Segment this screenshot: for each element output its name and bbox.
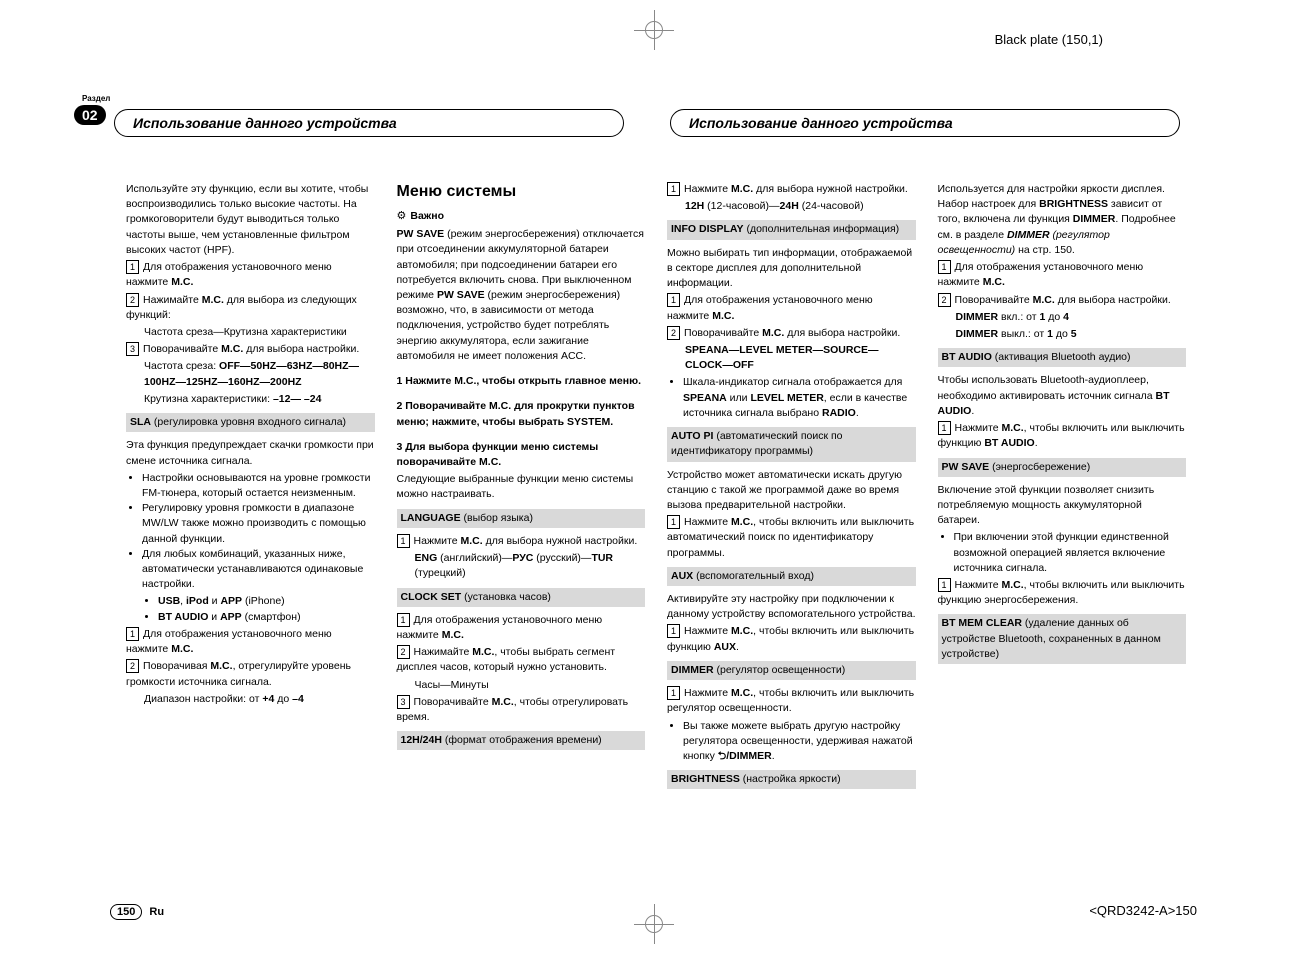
- page-title-left: Использование данного устройства: [114, 109, 624, 137]
- crop-mark-bottom: [634, 904, 674, 944]
- hpf-step2-opts: Частота среза—Крутизна характеристики: [126, 325, 375, 340]
- timefmt-heading: 12H/24H (формат отображения времени): [397, 731, 646, 750]
- info-desc: Можно выбирать тип информации, отображае…: [667, 246, 916, 292]
- section-number: 02: [74, 105, 106, 125]
- sla-desc: Эта функция предупреждает скачки громкос…: [126, 438, 375, 468]
- hpf-slope: Крутизна характеристики: –12— –24: [126, 392, 375, 407]
- column-4: Используется для настройки яркости диспл…: [938, 180, 1187, 795]
- info-step2: 2Поворачивайте M.C. для выбора настройки…: [667, 326, 916, 341]
- dimmer-bullet: Вы также можете выбрать другую настройку…: [683, 719, 916, 765]
- lang-step1: 1Нажмите M.C. для выбора нужной настройк…: [397, 534, 646, 549]
- bright-step1: 1Для отображения установочного меню нажм…: [938, 260, 1187, 290]
- btaudio-step1: 1Нажмите M.C., чтобы включить или выключ…: [938, 421, 1187, 451]
- sys-step3-desc: Следующие выбранные функции меню системы…: [397, 472, 646, 502]
- bright-off: DIMMER выкл.: от 1 до 5: [938, 327, 1187, 342]
- pwsave-heading: PW SAVE (энергосбережение): [938, 458, 1187, 477]
- sla-step2: 2Поворачивая M.C., отрегулируйте уровень…: [126, 659, 375, 689]
- important-label: Важно: [397, 209, 646, 225]
- page-title-left-text: Использование данного устройства: [133, 115, 397, 131]
- sys-step2: 2 Поворачивайте M.C. для прокрутки пункт…: [397, 399, 646, 429]
- aux-step1: 1Нажмите M.C., чтобы включить или выключ…: [667, 624, 916, 654]
- sla-bullet2: Регулировку уровня громкости в диапазоне…: [142, 501, 375, 547]
- hpf-freq: Частота среза: OFF—50HZ—63HZ—80HZ—100HZ—…: [126, 359, 375, 389]
- aux-heading: AUX (вспомогательный вход): [667, 567, 916, 586]
- clock-step3: 3Поворачивайте M.C., чтобы отрегулироват…: [397, 695, 646, 725]
- page-title-right-text: Использование данного устройства: [689, 115, 953, 131]
- column-3: 1Нажмите M.C. для выбора нужной настройк…: [667, 180, 916, 795]
- column-2: Меню системы Важно PW SAVE (режим энерго…: [397, 180, 646, 795]
- hpf-step2: 2Нажимайте M.C. для выбора из следующих …: [126, 293, 375, 323]
- hpf-intro: Используйте эту функцию, если вы хотите,…: [126, 182, 375, 258]
- btaudio-desc: Чтобы использовать Bluetooth-аудиоплеер,…: [938, 373, 1187, 419]
- page-lang: Ru: [149, 906, 164, 918]
- bright-step2: 2Поворачивайте M.C. для выбора настройки…: [938, 293, 1187, 308]
- hpf-step3: 3Поворачивайте M.C. для выбора настройки…: [126, 342, 375, 357]
- aux-desc: Активируйте эту настройку при подключени…: [667, 592, 916, 622]
- sys-step3: 3 Для выбора функции меню системы повора…: [397, 440, 646, 470]
- black-plate-label: Black plate (150,1): [995, 32, 1103, 47]
- hpf-step1: 1Для отображения установочного меню нажм…: [126, 260, 375, 290]
- btmemclear-heading: BT MEM CLEAR (удаление данных об устройс…: [938, 614, 1187, 664]
- info-opts: SPEANA—LEVEL METER—SOURCE—CLOCK—OFF: [667, 343, 916, 373]
- sla-combo1: USB, iPod и APP (iPhone): [158, 594, 375, 609]
- pwsave-warning: PW SAVE (режим энергосбережения) отключа…: [397, 227, 646, 364]
- sys-step1: 1 Нажмите M.C., чтобы открыть главное ме…: [397, 374, 646, 389]
- dimmer-step1: 1Нажмите M.C., чтобы включить или выключ…: [667, 686, 916, 716]
- clock-step2: 2Нажимайте M.C., чтобы выбрать сегмент д…: [397, 645, 646, 675]
- crop-mark-top: [634, 10, 674, 50]
- section-label: Раздел: [82, 94, 110, 103]
- clock-step1: 1Для отображения установочного меню нажм…: [397, 613, 646, 643]
- autopi-heading: AUTO PI (автоматический поиск по идентиф…: [667, 427, 916, 461]
- sla-step1: 1Для отображения установочного меню нажм…: [126, 627, 375, 657]
- clock-step2-opts: Часы—Минуты: [397, 678, 646, 693]
- pwsave-step1: 1Нажмите M.C., чтобы включить или выключ…: [938, 578, 1187, 608]
- brightness-heading: BRIGHTNESS (настройка яркости): [667, 770, 916, 789]
- page-title-right: Использование данного устройства: [670, 109, 1180, 137]
- infodisplay-heading: INFO DISPLAY (дополнительная информация): [667, 220, 916, 239]
- column-1: Используйте эту функцию, если вы хотите,…: [126, 180, 375, 795]
- info-step1: 1Для отображения установочного меню нажм…: [667, 293, 916, 323]
- dimmer-heading: DIMMER (регулятор освещенности): [667, 661, 916, 680]
- fmt-step1: 1Нажмите M.C. для выбора нужной настройк…: [667, 182, 916, 197]
- language-heading: LANGUAGE (выбор языка): [397, 509, 646, 528]
- bright-desc: Используется для настройки яркости диспл…: [938, 182, 1187, 258]
- autopi-step1: 1Нажмите M.C., чтобы включить или выключ…: [667, 515, 916, 561]
- info-bullet: Шкала-индикатор сигнала отображается для…: [683, 375, 916, 421]
- system-menu-heading: Меню системы: [397, 180, 646, 203]
- sla-combo2: BT AUDIO и APP (смартфон): [158, 610, 375, 625]
- btaudio-heading: BT AUDIO (активация Bluetooth аудио): [938, 348, 1187, 367]
- sla-bullet3: Для любых комбинаций, указанных ниже, ав…: [142, 547, 375, 625]
- clockset-heading: CLOCK SET (установка часов): [397, 588, 646, 607]
- page-footer-right: <QRD3242-A>150: [1089, 903, 1197, 918]
- pwsave-bullet: При включении этой функции единственной …: [954, 530, 1187, 576]
- lang-opts: ENG (английский)—РУС (русский)—TUR (туре…: [397, 551, 646, 581]
- sla-heading: SLA SLA (регулировка уровня входного сиг…: [126, 413, 375, 432]
- sla-bullet1: Настройки основываются на уровне громкос…: [142, 471, 375, 501]
- sla-range: Диапазон настройки: от +4 до –4: [126, 692, 375, 707]
- autopi-desc: Устройство может автоматически искать др…: [667, 468, 916, 514]
- page-number: 150: [110, 904, 142, 920]
- bright-on: DIMMER вкл.: от 1 до 4: [938, 310, 1187, 325]
- pwsave-desc: Включение этой функции позволяет снизить…: [938, 483, 1187, 529]
- page-footer-left: 150 Ru: [110, 906, 164, 918]
- fmt-opts: 12H (12-часовой)—24H (24-часовой): [667, 199, 916, 214]
